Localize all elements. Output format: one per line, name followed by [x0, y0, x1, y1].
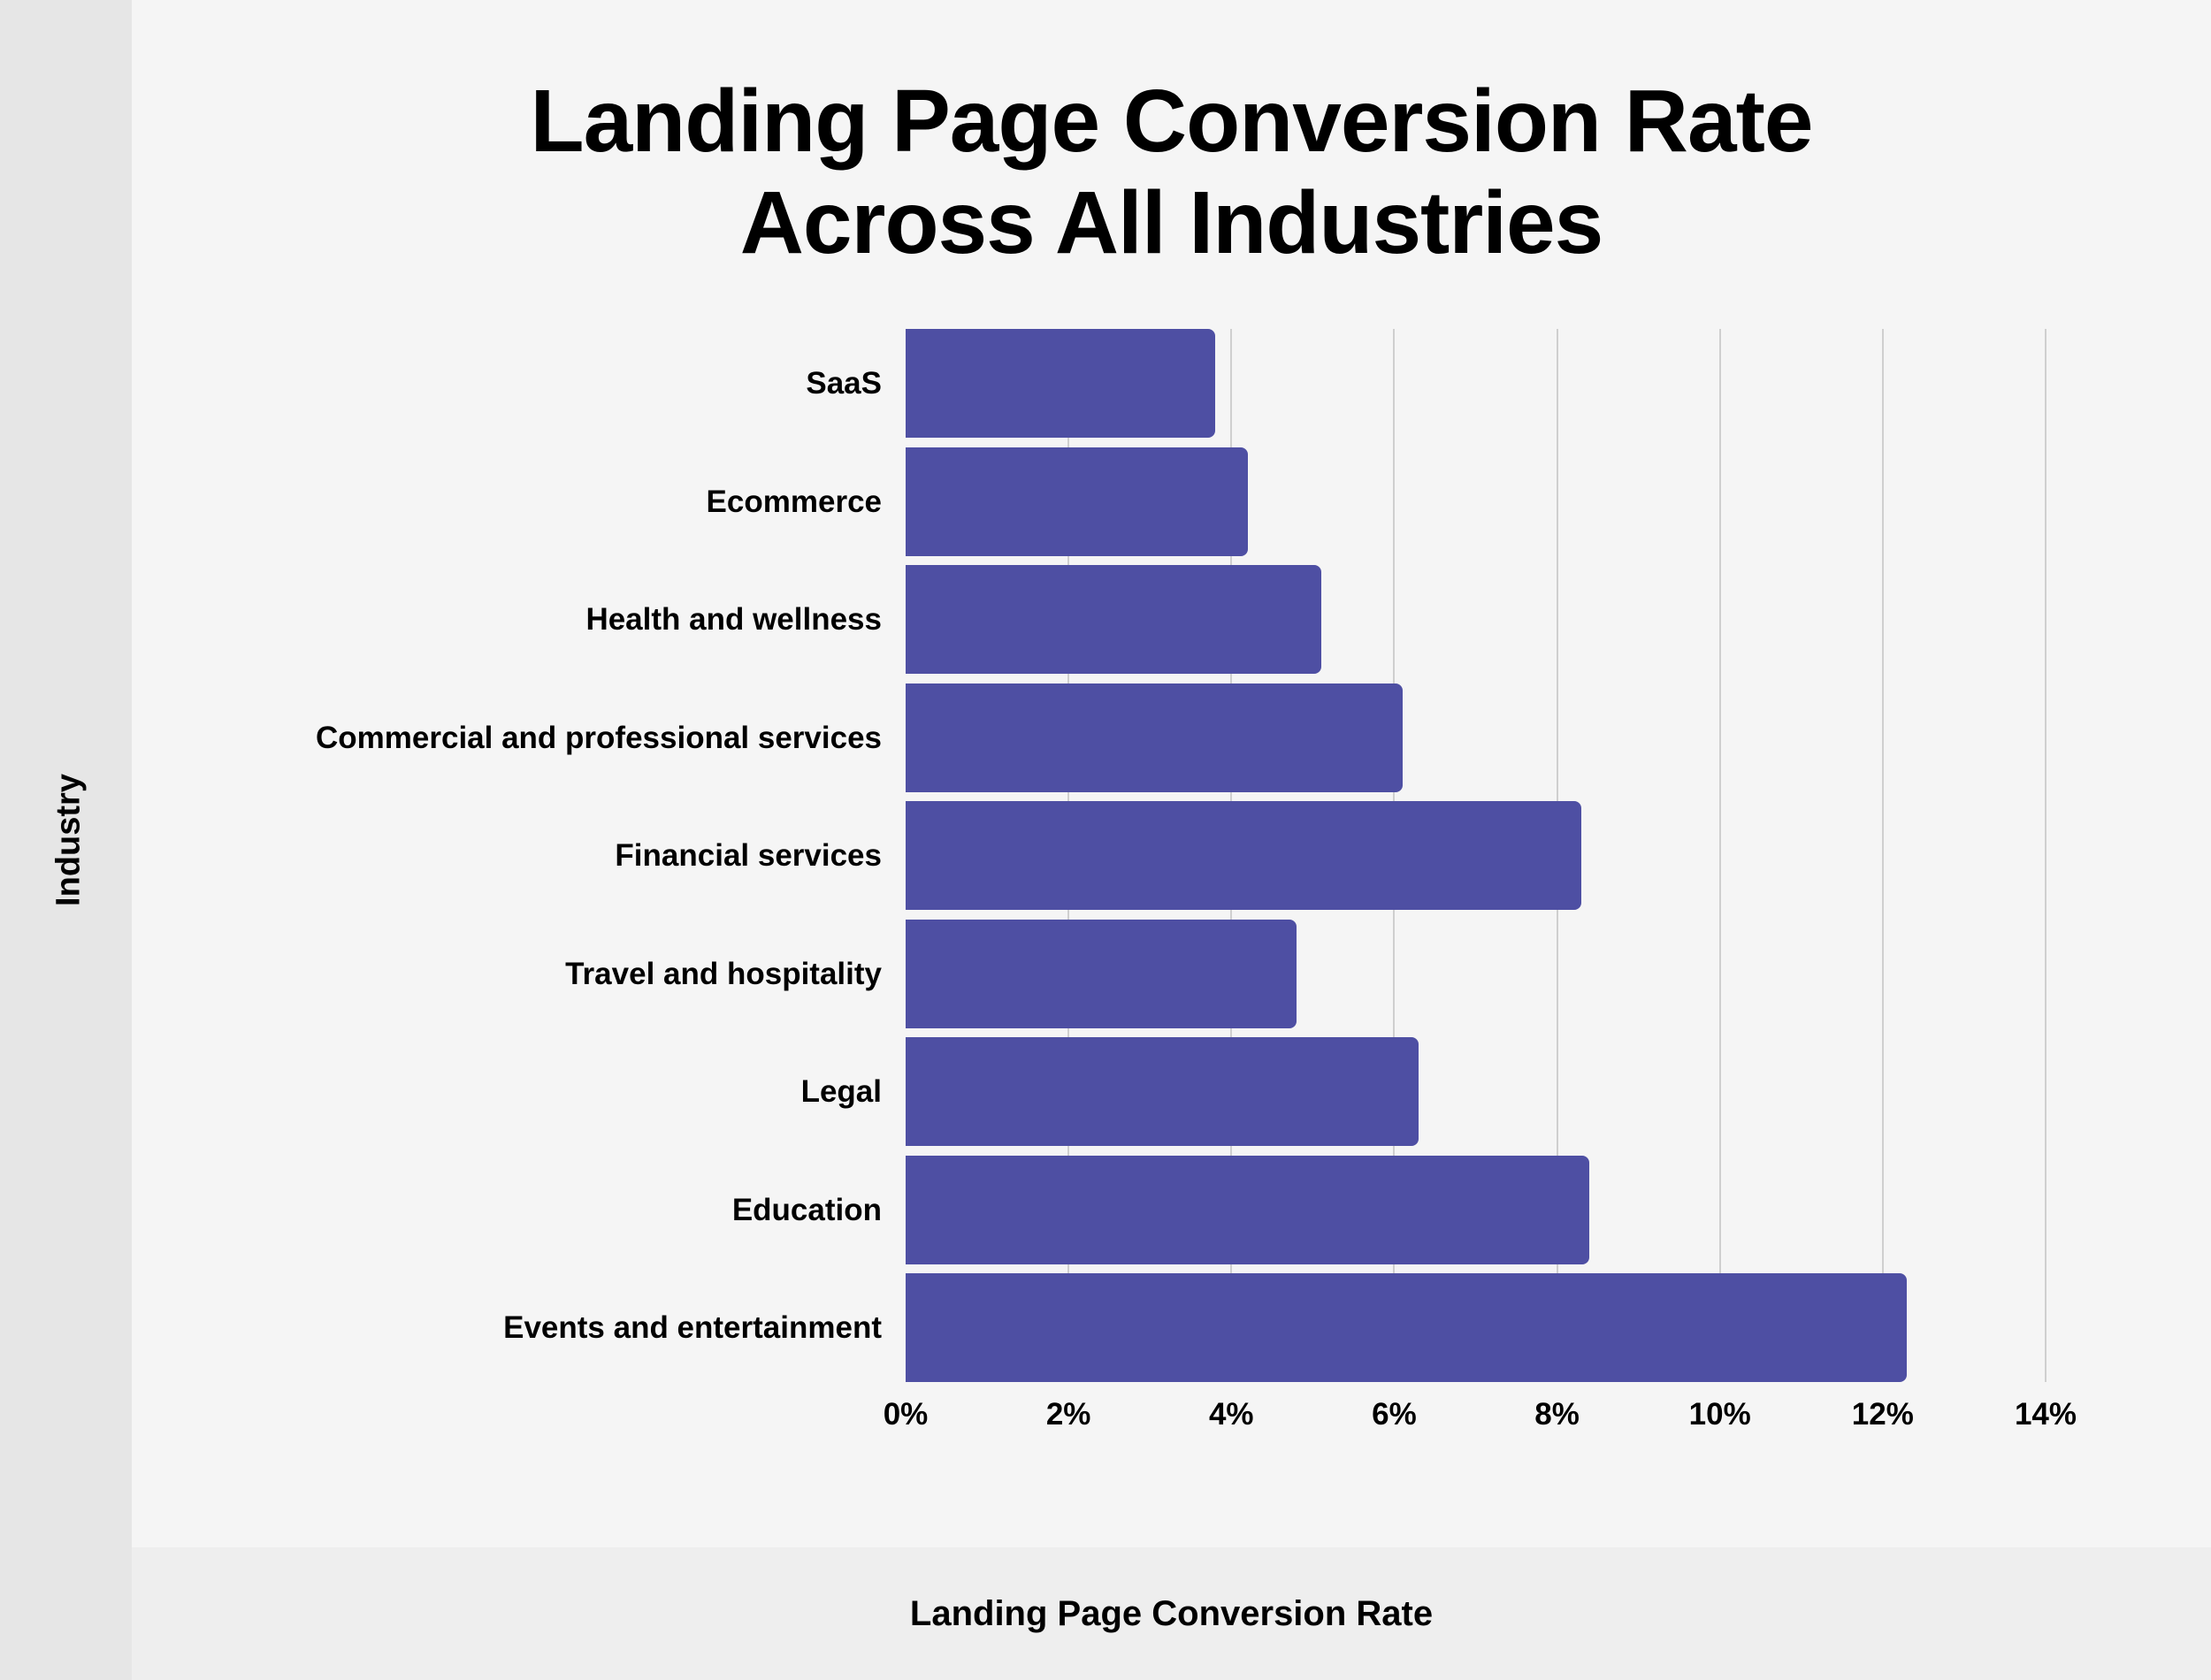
x-tick-label: 4% [1208, 1397, 1254, 1432]
x-axis-label: Landing Page Conversion Rate [909, 1594, 1434, 1633]
bar [906, 1155, 1590, 1264]
bar [906, 801, 1582, 910]
x-tick-label: 0% [883, 1397, 929, 1432]
category-label: SaaS [806, 366, 882, 401]
chart-title-line-2: Across All Industries [739, 173, 1604, 272]
category-label: Education [731, 1192, 882, 1227]
x-tick-label: 8% [1534, 1397, 1580, 1432]
gridline [1881, 329, 1884, 1382]
category-label: Events and entertainment [503, 1310, 882, 1345]
y-axis-band [0, 0, 132, 1680]
category-label: Travel and hospitality [565, 956, 882, 991]
category-label: Health and wellness [585, 602, 882, 637]
bar [906, 919, 1297, 1028]
bar [906, 565, 1321, 674]
x-axis-band [132, 1547, 2211, 1680]
x-tick-label: 10% [1688, 1397, 1751, 1432]
gridline [2044, 329, 2047, 1382]
bar [906, 447, 1248, 556]
category-label: Legal [800, 1074, 882, 1109]
bar [906, 1273, 1908, 1382]
chart-title-line-1: Landing Page Conversion Rate [530, 72, 1813, 171]
chart-title: Landing Page Conversion Rate Across All … [132, 71, 2211, 274]
x-tick-label: 6% [1372, 1397, 1417, 1432]
gridline [1718, 329, 1721, 1382]
x-tick-label: 12% [1851, 1397, 1914, 1432]
category-label: Ecommerce [706, 484, 882, 519]
x-tick-label: 14% [2014, 1397, 2077, 1432]
category-label: Financial services [615, 838, 882, 873]
bar [906, 1037, 1419, 1146]
x-tick-label: 2% [1045, 1397, 1091, 1432]
bar [906, 683, 1403, 792]
category-label: Commercial and professional services [316, 720, 882, 755]
bar [906, 329, 1215, 438]
